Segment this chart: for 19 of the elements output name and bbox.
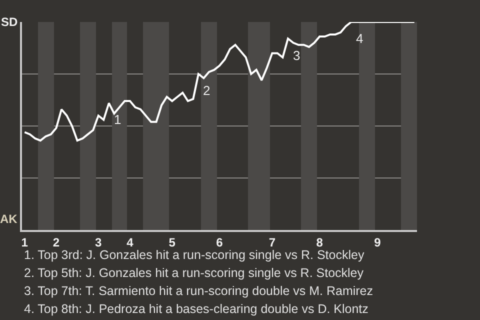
annotation: 2 [203, 83, 210, 98]
text: 3. Top 7th: T. Sarmiento hit a run-scoring double vs M. Ramirez [24, 284, 374, 298]
annotation: 3 [293, 48, 300, 63]
x-tick-label: 9 [374, 235, 382, 250]
annotation: 4 [356, 31, 364, 46]
x-tick-label: 8 [316, 235, 324, 250]
x-tick-label: 7 [268, 235, 276, 250]
text: AK [0, 212, 18, 226]
text: 4. Top 8th: J. Pedroza hit a bases-clearing double vs D. Klontz [24, 302, 368, 316]
x-tick-label: 5 [168, 235, 176, 250]
text: 1. Top 3rd: J. Gonzales hit a run-scoring single vs R. Stockley [24, 248, 365, 262]
annotation: 1 [114, 112, 122, 127]
x-tick-label: 6 [216, 235, 224, 250]
x-tick-label: 3 [95, 235, 102, 250]
x-tick-label: 2 [52, 235, 60, 250]
text: 2. Top 5th: J. Gonzales hit a run-scoring single vs R. Stockley [24, 266, 364, 280]
x-tick-label: 4 [126, 235, 134, 250]
x-tick-label: 1 [21, 235, 28, 250]
text: SD [1, 15, 18, 29]
